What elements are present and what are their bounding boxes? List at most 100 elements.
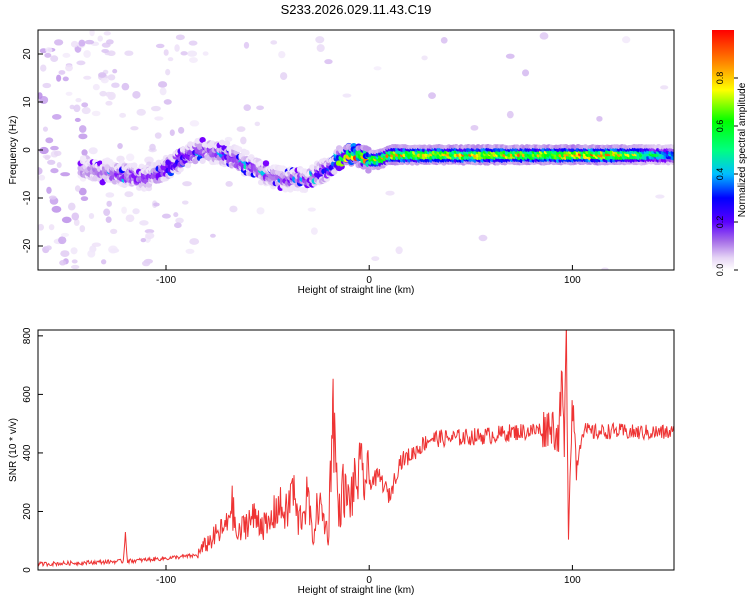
x-tick-label: 100 (564, 275, 581, 286)
heatmap-cell (149, 143, 156, 151)
heatmap-cell (121, 82, 130, 91)
heatmap-cell (235, 146, 243, 153)
heatmap-cell (243, 149, 250, 156)
heatmap-cell (189, 57, 198, 63)
heatmap-cell (202, 51, 209, 56)
heatmap-cell (144, 229, 155, 234)
heatmap-cell (51, 205, 62, 213)
heatmap-cell (78, 39, 86, 47)
heatmap-cell (278, 50, 286, 59)
heatmap-cell (50, 55, 59, 63)
heatmap-cell (157, 81, 168, 88)
x-tick-label: -100 (156, 275, 176, 286)
heatmap-cell (210, 233, 216, 238)
colorbar-tick-label: 0.4 (715, 168, 725, 181)
heatmap-cell (59, 260, 67, 266)
heatmap-cell (174, 222, 182, 229)
heatmap-cell (74, 185, 81, 192)
heatmap-cell (256, 105, 264, 111)
heatmap-cell (144, 156, 154, 164)
heatmap-cell (132, 90, 141, 99)
heatmap-cell (110, 228, 118, 234)
heatmap-cell (165, 68, 171, 76)
heatmap-cell (83, 75, 92, 80)
heatmap-cell (169, 129, 175, 136)
heatmap-cell (45, 137, 54, 144)
snr-y-ticks: 0 200 400 600 800 (22, 327, 43, 573)
heatmap-cell (301, 186, 309, 193)
heatmap-cell (199, 137, 206, 144)
heatmap-cell (60, 232, 70, 237)
heatmap-cell (105, 216, 112, 223)
heatmap-x-label: Height of straight line (km) (298, 285, 415, 296)
colorbar-gradient (712, 30, 734, 270)
x-tick-label: -100 (156, 575, 176, 586)
heatmap-cell (670, 155, 674, 161)
heatmap-cell (223, 140, 231, 147)
heatmap-cell (79, 225, 86, 233)
colorbar-label: Normalized spectral amplitude (737, 82, 748, 217)
heatmap-cell (141, 260, 151, 267)
heatmap-cell (69, 104, 75, 110)
heatmap-cell (100, 259, 107, 265)
heatmap-cell (161, 213, 171, 219)
snr-series-line (38, 330, 674, 568)
y-tick-label: 20 (22, 48, 33, 60)
heatmap-cell (655, 194, 665, 199)
heatmap-cell (478, 234, 488, 242)
heatmap-cell (307, 207, 316, 212)
heatmap-cell (106, 39, 114, 45)
heatmap-cell (58, 236, 67, 245)
snr-frame (37, 329, 675, 571)
heatmap-cell (506, 110, 514, 119)
heatmap-cell (74, 117, 81, 123)
heatmap-cell (670, 144, 674, 150)
heatmap-cell (60, 172, 71, 177)
colorbar-tick-label: 0.6 (715, 120, 725, 133)
heatmap-cell (187, 50, 198, 57)
heatmap-cell (130, 126, 139, 131)
heatmap-cell (140, 237, 147, 243)
heatmap-cell (181, 200, 189, 205)
heatmap-cell (60, 250, 70, 257)
heatmap-cell (81, 102, 89, 108)
heatmap-cell (91, 110, 101, 117)
heatmap-cell (56, 161, 62, 169)
heatmap-cell (38, 167, 43, 175)
heatmap-cell (111, 82, 120, 88)
y-tick-label: 200 (22, 503, 33, 520)
heatmap-cell (131, 162, 138, 169)
heatmap-cell (47, 159, 56, 165)
snr-x-ticks: -100 0 100 (156, 565, 581, 586)
heatmap-cell (58, 70, 66, 75)
heatmap-cell (121, 206, 127, 214)
heatmap-cell (180, 51, 188, 56)
heatmap-cell (70, 40, 79, 48)
heatmap-cell (88, 147, 98, 155)
colorbar-tick-label: 0.8 (715, 72, 725, 85)
heatmap-cell (50, 168, 59, 174)
heatmap-cell (324, 59, 333, 65)
heatmap-cell (596, 115, 603, 122)
heatmap-cell (70, 247, 78, 255)
heatmap-cell (42, 82, 52, 89)
heatmap-cell (71, 212, 80, 221)
heatmap-cell (132, 208, 140, 215)
heatmap-cell (421, 55, 428, 61)
heatmap-cell (105, 192, 115, 198)
heatmap-cell (91, 242, 102, 247)
heatmap-cell (139, 220, 149, 226)
heatmap-cell (88, 213, 95, 220)
heatmap-cell (51, 114, 62, 120)
heatmap-cell (539, 32, 549, 40)
heatmap-cell (79, 125, 87, 133)
heatmap-cell (40, 64, 47, 72)
heatmap-cell (71, 259, 78, 264)
heatmap-cell (174, 44, 180, 52)
heatmap-cell (505, 53, 515, 59)
y-tick-label: 10 (22, 96, 33, 108)
y-tick-label: 600 (22, 386, 33, 403)
heatmap-cell (44, 155, 51, 161)
x-tick-label: 0 (366, 575, 372, 586)
